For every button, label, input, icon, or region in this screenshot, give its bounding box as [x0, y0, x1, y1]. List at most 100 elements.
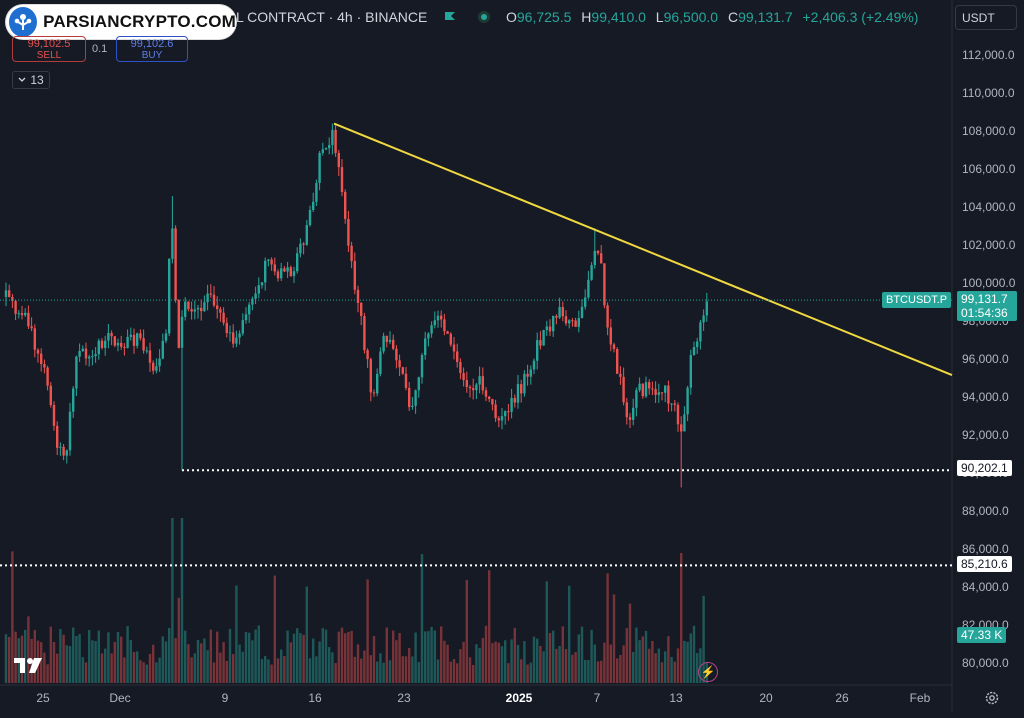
sell-button[interactable]: 99,102.5 SELL [12, 36, 86, 62]
volume-bar [164, 641, 168, 683]
candle-body [584, 297, 587, 307]
volume-bar [68, 645, 72, 683]
volume-bar [366, 579, 369, 683]
candle-body [155, 366, 158, 371]
volume-bar [523, 641, 526, 683]
candle-body [228, 332, 232, 334]
candle-body [388, 339, 392, 342]
descending-trendline[interactable] [333, 122, 953, 376]
volume-bar [251, 640, 254, 683]
volume-bar [462, 641, 465, 683]
volume-bar [139, 660, 142, 683]
candle-body [88, 356, 91, 359]
volume-bar [4, 634, 8, 683]
level-tag-1[interactable]: 90,202.1 [957, 460, 1012, 476]
candle-body [555, 315, 558, 318]
candle-body [347, 218, 350, 246]
volume-bar [683, 640, 686, 683]
buy-button[interactable]: 99,102.6 BUY [116, 36, 188, 62]
candle-body [46, 367, 49, 386]
candle-body [107, 332, 110, 341]
volume-bar [155, 662, 158, 683]
volume-bar [558, 645, 561, 683]
gear-icon[interactable] [984, 690, 1000, 706]
candle-body [113, 336, 116, 346]
candle-body [676, 404, 680, 425]
candle-body [270, 259, 273, 265]
candle-body [139, 333, 142, 339]
lightning-icon[interactable]: ⚡ [698, 662, 718, 682]
candle-body [56, 425, 59, 448]
flag-icon[interactable] [444, 11, 456, 23]
candle-body [641, 383, 644, 397]
candle-body [241, 320, 244, 334]
volume-bar [552, 630, 555, 683]
candle-body [20, 313, 24, 316]
volume-bar [347, 631, 350, 683]
currency-select[interactable]: USDT [955, 5, 1017, 30]
candle-body [468, 386, 472, 389]
indicators-collapse-button[interactable]: 13 [12, 71, 50, 89]
candle-body [340, 167, 344, 192]
price-tick-label: 94,000.0 [962, 390, 1009, 404]
candle-body [561, 306, 564, 317]
candle-body [200, 307, 203, 312]
candle-body [411, 405, 414, 408]
tradingview-logo[interactable] [14, 656, 44, 674]
volume-bar [331, 652, 334, 683]
volume-bar [296, 628, 299, 683]
volume-bar [427, 631, 430, 683]
candle-body [184, 301, 187, 317]
candle-body [331, 129, 334, 146]
candle-body [696, 341, 699, 348]
candle-body [632, 407, 635, 420]
volume-bar [222, 642, 225, 683]
volume-bar [228, 628, 232, 683]
order-quantity[interactable]: 0.1 [92, 43, 108, 55]
candle-body [158, 358, 161, 367]
volume-bar [603, 642, 606, 683]
volume-bar [484, 625, 488, 683]
volume-bar [62, 634, 65, 683]
volume-bar [667, 636, 670, 683]
volume-bar [606, 573, 609, 683]
candle-body [481, 376, 484, 391]
volume-bar [452, 659, 456, 683]
candle-body [376, 373, 379, 394]
brand-text: PARSIANCRYPTO.COM [43, 12, 236, 31]
volume-bar [571, 654, 574, 683]
candle-body [587, 279, 590, 298]
volume-bar [638, 640, 641, 683]
volume-bar [587, 660, 590, 683]
candle-body [91, 356, 94, 358]
volume-bar [305, 586, 308, 683]
volume-bar [500, 646, 504, 683]
candle-body [4, 290, 8, 297]
market-status-icon[interactable] [478, 11, 490, 23]
candle-body [273, 264, 276, 272]
volume-bar [468, 657, 472, 683]
volume-bar [417, 662, 420, 683]
candle-body [398, 360, 401, 368]
volume-bar [292, 633, 296, 683]
volume-bar [350, 630, 353, 683]
volume-bar [488, 570, 491, 683]
candle-body [436, 315, 440, 321]
volume-bar [609, 644, 612, 683]
volume-bar [590, 629, 593, 683]
volume-bar [353, 656, 356, 683]
bar-countdown: 01:54:36 [961, 306, 1008, 320]
close-value: 99,131.7 [738, 9, 793, 25]
candle-body [84, 348, 88, 359]
level-tag-2[interactable]: 85,210.6 [957, 556, 1012, 572]
candle-body [49, 385, 52, 406]
volume-bar [526, 664, 529, 683]
candle-body [328, 145, 331, 149]
candle-body [81, 348, 84, 352]
candle-body [36, 349, 40, 354]
symbol-title[interactable]: L CONTRACT · 4h · BINANCE [236, 9, 428, 25]
volume-bar [241, 651, 244, 683]
volume-bar [516, 644, 520, 683]
